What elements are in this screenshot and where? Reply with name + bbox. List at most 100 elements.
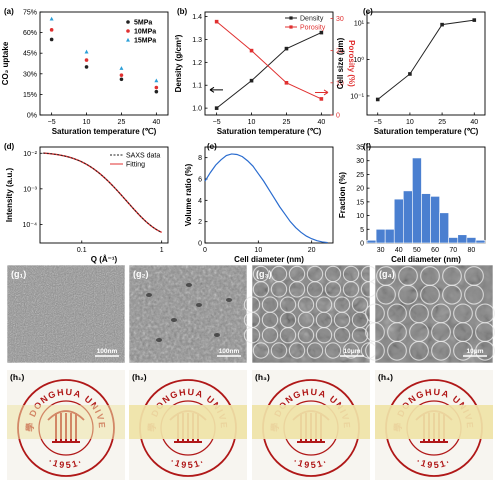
x-tick-label: 1 [160,247,164,254]
plot-frame [39,11,169,116]
cell-outline [376,284,396,305]
chart-a: (a) −5 10 25 40 0% 15% 30% 45% 60% 75% Saturation t… [1,7,169,136]
x-axis-label: Saturation temperature (℃) [217,127,322,136]
cell-outline [342,281,360,298]
cell-outline [270,281,288,298]
x-tick-label: 40 [317,119,325,126]
histogram-bar [448,237,459,244]
scale-label: 10μm [344,348,361,355]
panel-label: (h₃) [255,372,270,382]
panel-label: (h₂) [132,372,147,382]
x-tick-label: −5 [213,119,221,126]
panel-label: (a) [4,7,14,16]
x-tick-label: −5 [48,119,56,126]
pore-spot [226,298,232,302]
seal-year-text: ·1951· [415,456,453,470]
y-tick-label: 10⁻³ [23,186,37,193]
panel-label: (h₁) [10,372,25,382]
data-point [214,19,219,24]
x-tick-label: 0.1 [77,247,87,254]
y-tick-label: 1.3 [192,37,202,44]
pore-spot [196,303,202,307]
image-border [251,264,371,364]
seal-photo-2: 東華大學 DONGHUA UNIVERSITY·1951·(h₂) [129,370,247,480]
x-axis-label: Saturation temperature (℃) [52,127,157,136]
cell-outline [324,342,342,359]
cell-outline [288,342,306,359]
chart-e: (e) 0 10 20 0 2 4 6 8 Cell diameter (nm) Volume ra… [184,142,334,264]
data-point [49,16,54,21]
chart-b: (b) −5 10 25 40 1.0 1.1 1.2 1.3 1.4 0 10 20 30 Saturat… [174,7,356,136]
cell-outline [252,281,270,298]
data-point [49,28,54,32]
x-tick-label: 80 [467,247,475,254]
panel-label: (b) [177,7,188,16]
arrow-left-icon [209,86,223,93]
images-layer: (g₁)100nm(g₂)100nm(g₃)10μm(g₄)10μm東華大學 D… [6,264,495,480]
data-point [84,65,89,69]
histogram-bar [421,193,431,244]
sem-texture [7,265,125,363]
sem-image-2: (g₂) 100nm [128,264,248,364]
y-axis-label: CO₂ uptake [1,41,10,85]
x-axis-label: Q (Å⁻¹) [91,255,118,264]
y-tick-label: 15 [356,199,364,206]
panel-label: (e) [207,142,217,151]
x-tick-label: 10 [406,119,414,126]
histogram-bar [475,239,486,244]
y-tick-label: 35 [356,145,364,152]
y-tick-label: 1.4 [192,14,202,21]
tape-strip [252,405,370,439]
data-point [154,89,159,94]
y-axis-label: Cell size (μm) [336,37,345,89]
histogram-bar [439,212,449,244]
x-tick-label: −5 [374,119,382,126]
y-tick-label: 15% [23,92,37,99]
tape-strip [375,405,493,439]
data-point [284,81,289,85]
cell-outline [351,327,369,344]
histogram-bar [457,234,468,244]
y-tick-label: 10⁻⁴ [23,222,38,229]
y-tick-label: 10 [356,213,364,220]
y-tick-label: 75% [23,10,37,17]
seal-year-text: ·1951· [169,456,207,470]
panel-label: (d) [4,142,15,151]
y-axis-label: Density (g/cm³) [174,34,183,92]
cell-outline [306,342,324,359]
y-axis-label: Intensity (a.u.) [5,168,14,223]
cell-outline [270,342,288,359]
cell-outline [475,340,495,361]
x-tick-label: 50 [413,247,421,254]
seal-year-text: ·1951· [292,456,330,470]
legend-label: 15MPa [134,38,156,45]
x-tick-label: 10 [254,247,262,254]
y-tick-label: 10¹ [354,20,365,27]
cell-outline [279,327,297,344]
histogram-bar [375,228,386,244]
data-point [249,48,254,53]
data-point [440,22,444,27]
data-point [84,58,89,62]
cell-outline [409,340,429,361]
pore-spot [146,293,152,297]
y-tick-label: 10⁰ [353,56,364,64]
legend-label: Density [300,16,324,23]
scale-label: 100nm [97,348,118,355]
y-axis-label: Fraction (%) [338,172,347,219]
x-tick-label: 25 [438,119,446,126]
data-point [408,72,412,76]
charts-layer: (a)−5 10 25 400%15%30%45%60%75%Saturation t… [1,7,486,264]
x-tick-label: 30 [377,247,385,254]
x-tick-label: 70 [449,247,457,254]
y-tick-label: 0 [198,241,202,248]
cell-outline [420,284,440,305]
data-point [289,16,293,20]
histogram-bar [430,196,440,244]
arrow-right-icon [315,89,329,96]
y-tick-label: 30 [356,158,364,165]
data-point [375,97,380,102]
data-point [472,18,477,22]
histogram-bar [466,237,477,244]
legend-label: Porosity [300,25,326,32]
